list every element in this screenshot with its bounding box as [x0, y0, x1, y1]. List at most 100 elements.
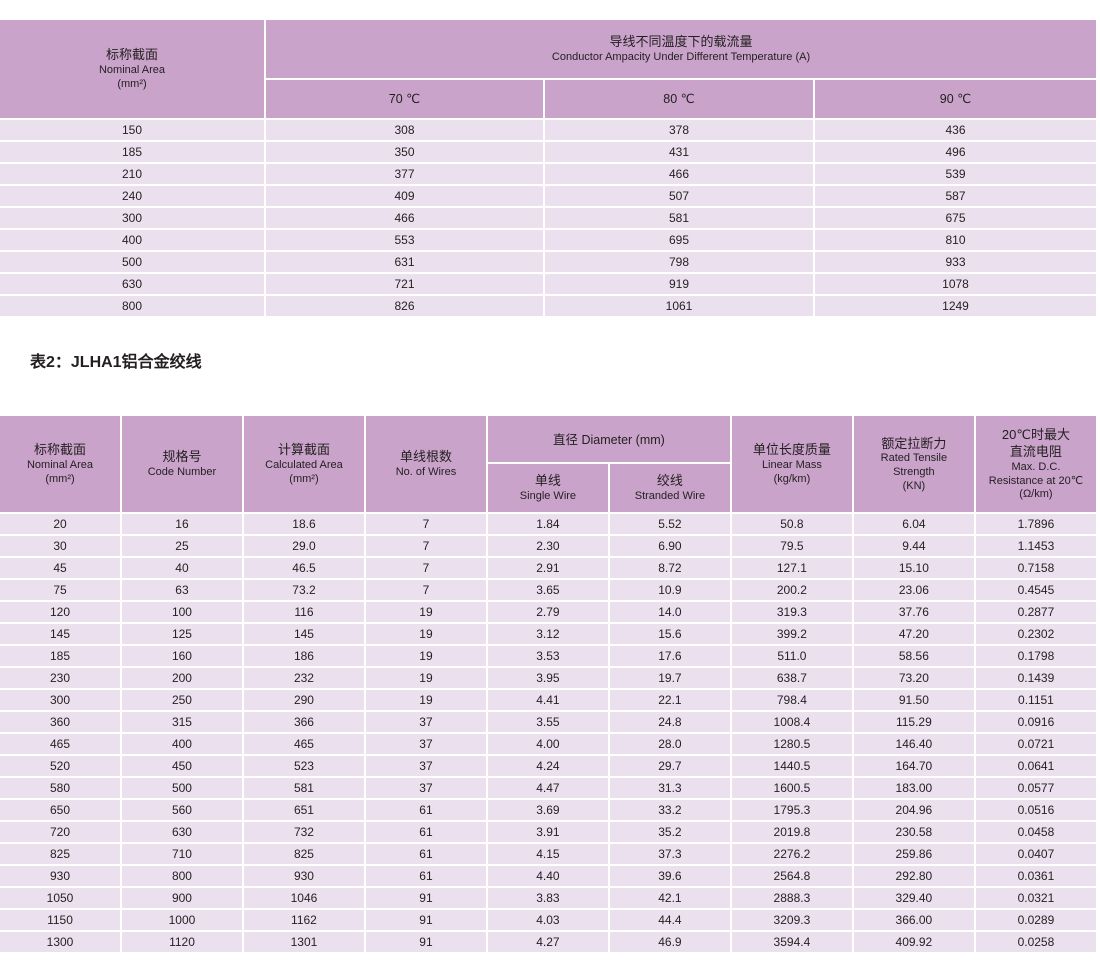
table-cell: 539 [815, 164, 1096, 184]
table-row: 400 553 695 810 [0, 230, 1096, 250]
table-cell: 1.84 [487, 514, 608, 534]
table-cell: 19 [365, 668, 486, 688]
table-cell: 4.15 [487, 844, 608, 864]
table-row: 150 308 378 436 [0, 120, 1096, 140]
spec-table-header: 标称截面 Nominal Area (mm²) 规格号 Code Number … [0, 416, 1096, 512]
table-row: 30 25 29.0 7 2.30 6.90 79.5 9.44 1.1453 [0, 536, 1096, 556]
table-cell: 1150 [0, 910, 120, 930]
table-row: 1050 900 1046 91 3.83 42.1 2888.3 329.40 0.0321 [0, 888, 1096, 908]
table-cell: 17.6 [609, 646, 730, 666]
table-cell: 300 [0, 208, 264, 228]
ampacity-table: 标称截面 Nominal Area (mm²) 导线不同温度下的载流量 Cond… [0, 18, 1098, 318]
ampacity-title-zh: 导线不同温度下的载流量 [609, 34, 753, 50]
table-cell: 127.1 [731, 558, 852, 578]
table-cell: 22.1 [609, 690, 730, 710]
table-cell: 3.95 [487, 668, 608, 688]
table-cell: 0.1151 [975, 690, 1096, 710]
temp-label: 90 ℃ [939, 92, 972, 106]
table-cell: 91 [365, 888, 486, 908]
table-cell: 581 [545, 208, 813, 228]
table-cell: 19 [365, 624, 486, 644]
table-cell: 721 [266, 274, 543, 294]
table-cell: 630 [121, 822, 242, 842]
table-cell: 160 [121, 646, 242, 666]
table-cell: 9.44 [853, 536, 974, 556]
table-row: 20 16 18.6 7 1.84 5.52 50.8 6.04 1.7896 [0, 514, 1096, 534]
table-cell: 465 [243, 734, 364, 754]
table-row: 145 125 145 19 3.12 15.6 399.2 47.20 0.2302 [0, 624, 1096, 644]
table-cell: 125 [121, 624, 242, 644]
table-cell: 1440.5 [731, 756, 852, 776]
table-cell: 23.06 [853, 580, 974, 600]
table-cell: 61 [365, 866, 486, 886]
table-cell: 45 [0, 558, 120, 578]
table-cell: 145 [243, 624, 364, 644]
table-cell: 19 [365, 690, 486, 710]
table-cell: 50.8 [731, 514, 852, 534]
table-cell: 400 [0, 230, 264, 250]
table-cell: 185 [0, 646, 120, 666]
table-cell: 120 [0, 602, 120, 622]
table-cell: 7 [365, 580, 486, 600]
table-cell: 230 [0, 668, 120, 688]
table-cell: 164.70 [853, 756, 974, 776]
table-cell: 250 [121, 690, 242, 710]
table-cell: 0.0916 [975, 712, 1096, 732]
col-header-diameter-group: 直径 Diameter (mm) [487, 416, 730, 462]
table-cell: 150 [0, 120, 264, 140]
spec-table: 标称截面 Nominal Area (mm²) 规格号 Code Number … [0, 414, 1098, 954]
table-cell: 10.9 [609, 580, 730, 600]
header-text-zh: 单线 [534, 473, 561, 489]
header-text-zh: 单位长度质量 [752, 442, 831, 458]
table-cell: 399.2 [731, 624, 852, 644]
ampacity-table-header: 标称截面 Nominal Area (mm²) 导线不同温度下的载流量 Cond… [0, 20, 1096, 118]
table-cell: 61 [365, 844, 486, 864]
table-cell: 0.1798 [975, 646, 1096, 666]
header-text-zh: 绞线 [656, 473, 683, 489]
table-cell: 0.0516 [975, 800, 1096, 820]
table-cell: 409.92 [853, 932, 974, 952]
table-row: 500 631 798 933 [0, 252, 1096, 272]
table-cell: 930 [0, 866, 120, 886]
ampacity-table-body: 150 308 378 436 185 350 431 496 210 377 466 539 240 4… [0, 120, 1096, 316]
col-header-temp-90: 90 ℃ [815, 80, 1096, 118]
table-cell: 146.40 [853, 734, 974, 754]
table-cell: 19.7 [609, 668, 730, 688]
table-cell: 366.00 [853, 910, 974, 930]
table-cell: 7 [365, 514, 486, 534]
table-cell: 290 [243, 690, 364, 710]
table-cell: 33.2 [609, 800, 730, 820]
header-text-en: Max. D.C. Resistance at 20℃ (Ω/km) [988, 460, 1084, 501]
ampacity-title-en: Conductor Ampacity Under Different Tempe… [551, 50, 811, 63]
table-cell: 450 [121, 756, 242, 776]
table-cell: 329.40 [853, 888, 974, 908]
table-cell: 0.0361 [975, 866, 1096, 886]
table-cell: 29.0 [243, 536, 364, 556]
temp-label: 80 ℃ [663, 92, 695, 106]
table-cell: 210 [0, 164, 264, 184]
table-cell: 2.91 [487, 558, 608, 578]
table-cell: 25 [121, 536, 242, 556]
col-header-code-number: 规格号 Code Number [121, 416, 242, 512]
table-cell: 1078 [815, 274, 1096, 294]
table-cell: 42.1 [609, 888, 730, 908]
table-cell: 1249 [815, 296, 1096, 316]
ampacity-title: 导线不同温度下的载流量 Conductor Ampacity Under Dif… [266, 20, 1096, 78]
table-row: 520 450 523 37 4.24 29.7 1440.5 164.70 0.0641 [0, 756, 1096, 776]
table-row: 1300 1120 1301 91 4.27 46.9 3594.4 409.92 0.0258 [0, 932, 1096, 952]
header-text-en: Nominal Area (mm²) [26, 459, 94, 485]
table-cell: 116 [243, 602, 364, 622]
table-cell: 465 [0, 734, 120, 754]
table-cell: 73.2 [243, 580, 364, 600]
table-cell: 466 [266, 208, 543, 228]
table-cell: 675 [815, 208, 1096, 228]
table-cell: 91 [365, 932, 486, 952]
table-cell: 3.53 [487, 646, 608, 666]
table-cell: 37 [365, 778, 486, 798]
table-cell: 1.1453 [975, 536, 1096, 556]
table-cell: 100 [121, 602, 242, 622]
table-cell: 800 [121, 866, 242, 886]
table-cell: 3.69 [487, 800, 608, 820]
table-cell: 587 [815, 186, 1096, 206]
